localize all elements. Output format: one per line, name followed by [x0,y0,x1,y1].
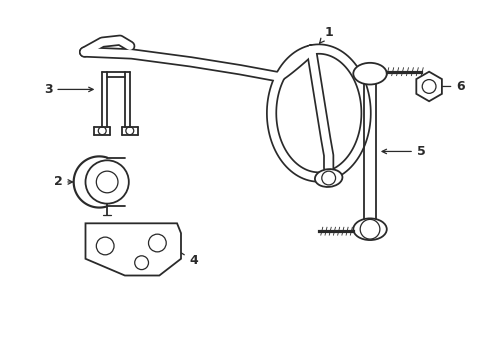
Text: 5: 5 [381,145,425,158]
Circle shape [96,171,118,193]
Circle shape [148,234,166,252]
Circle shape [360,219,379,239]
Ellipse shape [352,219,386,240]
Polygon shape [415,72,441,101]
Circle shape [321,171,335,185]
Ellipse shape [314,169,342,187]
Circle shape [135,256,148,270]
Circle shape [421,80,435,93]
Text: 2: 2 [54,175,72,189]
Circle shape [96,237,114,255]
Circle shape [125,127,133,135]
Text: 4: 4 [158,238,198,267]
Text: 3: 3 [44,83,93,96]
Circle shape [98,127,106,135]
Text: 6: 6 [418,80,464,93]
Polygon shape [85,223,181,275]
Circle shape [85,160,128,204]
Ellipse shape [352,63,386,85]
Text: 1: 1 [319,26,332,43]
